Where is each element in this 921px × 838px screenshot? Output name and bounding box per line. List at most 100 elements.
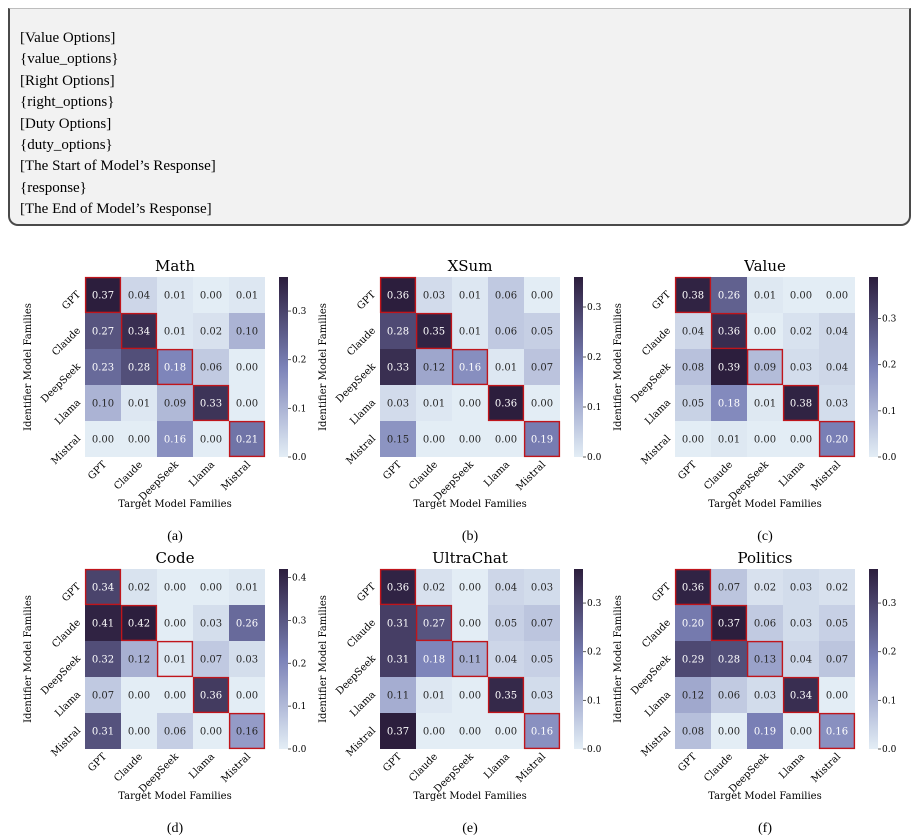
- colorbar-tick-label: 0.1: [292, 404, 306, 414]
- cell-value: 0.00: [754, 435, 776, 446]
- heatmap-cell: [229, 677, 265, 713]
- prompt-line: {response}: [20, 179, 87, 196]
- colorbar-tick-label: 0.0: [292, 453, 307, 463]
- diagonal-highlight: [451, 640, 489, 678]
- cell-value: 0.00: [423, 435, 445, 446]
- heatmap-cell: [452, 569, 488, 605]
- heatmap-cell: [488, 641, 524, 677]
- heatmap-cell: [85, 605, 121, 641]
- diagonal-highlight: [192, 676, 230, 714]
- cell-value: 0.28: [387, 327, 409, 338]
- heatmap-cell: [675, 605, 711, 641]
- heatmap-cell: [193, 677, 229, 713]
- heatmap-cell: [121, 677, 157, 713]
- heatmap-cell: [416, 677, 452, 713]
- diagonal-highlight: [746, 348, 784, 386]
- heatmap-cell: [675, 641, 711, 677]
- x-tick-label: Claude: [702, 459, 735, 492]
- x-tick-label: Mistral: [810, 459, 844, 493]
- colorbar: [279, 277, 288, 457]
- cell-value: 0.04: [495, 655, 517, 666]
- cell-value: 0.20: [682, 619, 704, 630]
- heatmap-cell: [452, 349, 488, 385]
- heatmap-cell: [747, 349, 783, 385]
- heatmap-cell: [157, 677, 193, 713]
- cell-value: 0.36: [387, 291, 409, 302]
- heatmap-cell: [193, 349, 229, 385]
- cell-value: 0.00: [200, 583, 222, 594]
- heatmap-cell: [819, 713, 855, 749]
- x-tick-label: Mistral: [810, 751, 844, 785]
- heatmap-cell: [452, 641, 488, 677]
- x-tick-label: GPT: [381, 459, 404, 482]
- y-tick-label: Llama: [348, 397, 378, 427]
- heatmap-cell: [157, 569, 193, 605]
- x-tick-label: GPT: [381, 751, 404, 774]
- heatmap-cell: [675, 569, 711, 605]
- heatmap-cell: [416, 605, 452, 641]
- heatmap-cell: [452, 713, 488, 749]
- prompt-line: [Value Options]: [20, 30, 116, 46]
- heatmap-cell: [452, 421, 488, 457]
- heatmap-cell: [229, 605, 265, 641]
- x-axis-label: Target Model Families: [118, 791, 231, 802]
- cell-value: 0.03: [826, 399, 848, 410]
- subfigure-caption: (b): [462, 529, 479, 544]
- x-tick-label: Claude: [407, 459, 440, 492]
- heatmap-cell: [229, 421, 265, 457]
- x-axis-label: Target Model Families: [413, 499, 526, 510]
- cell-value: 0.00: [459, 399, 481, 410]
- cell-value: 0.13: [754, 655, 776, 666]
- cell-value: 0.06: [495, 327, 517, 338]
- colorbar-tick-label: 0.3: [587, 599, 602, 609]
- x-tick-label: Mistral: [220, 751, 254, 785]
- heatmap-cell: [524, 421, 560, 457]
- heatmap-cell: [193, 385, 229, 421]
- cell-value: 0.36: [718, 327, 740, 338]
- colorbar-tick-label: 0.0: [587, 453, 602, 463]
- cell-value: 0.01: [164, 655, 186, 666]
- cell-value: 0.02: [128, 583, 150, 594]
- cell-value: 0.34: [92, 583, 114, 594]
- chart-title: Math: [155, 257, 195, 275]
- heatmap-cell: [157, 605, 193, 641]
- heatmap-cell: [380, 421, 416, 457]
- cell-value: 0.07: [718, 583, 740, 594]
- diagonal-highlight: [818, 420, 856, 458]
- diagonal-highlight: [710, 312, 748, 350]
- colorbar-tick-label: 0.3: [882, 315, 897, 325]
- cell-value: 0.28: [718, 655, 740, 666]
- heatmap-cell: [85, 641, 121, 677]
- cell-value: 0.26: [236, 619, 258, 630]
- heatmap-cell: [157, 277, 193, 313]
- heatmap-cell: [783, 713, 819, 749]
- heatmap-cell: [488, 605, 524, 641]
- heatmap-cell: [488, 677, 524, 713]
- heatmap-cell: [380, 605, 416, 641]
- heatmap-cell: [380, 677, 416, 713]
- cell-value: 0.26: [718, 291, 740, 302]
- heatmap-cell: [157, 641, 193, 677]
- heatmap-cell: [193, 605, 229, 641]
- y-tick-label: Mistral: [345, 725, 379, 759]
- heatmap-cell: [675, 677, 711, 713]
- x-axis-label: Target Model Families: [118, 499, 231, 510]
- cell-value: 0.00: [164, 619, 186, 630]
- heatmap-cell: [121, 349, 157, 385]
- cell-value: 0.05: [682, 399, 704, 410]
- cell-value: 0.00: [128, 727, 150, 738]
- cell-value: 0.37: [92, 291, 114, 302]
- heatmap-cell: [675, 421, 711, 457]
- heatmap-cell: [747, 605, 783, 641]
- diagonal-highlight: [415, 604, 453, 642]
- y-tick-label: Claude: [50, 617, 83, 650]
- diagonal-highlight: [818, 712, 856, 750]
- heatmap-cell: [85, 421, 121, 457]
- cell-value: 0.00: [754, 327, 776, 338]
- x-tick-label: Claude: [407, 751, 440, 784]
- cell-value: 0.01: [495, 363, 517, 374]
- heatmap-cell: [747, 385, 783, 421]
- cell-value: 0.16: [236, 727, 258, 738]
- heatmap-cell: [121, 313, 157, 349]
- cell-value: 0.19: [531, 435, 553, 446]
